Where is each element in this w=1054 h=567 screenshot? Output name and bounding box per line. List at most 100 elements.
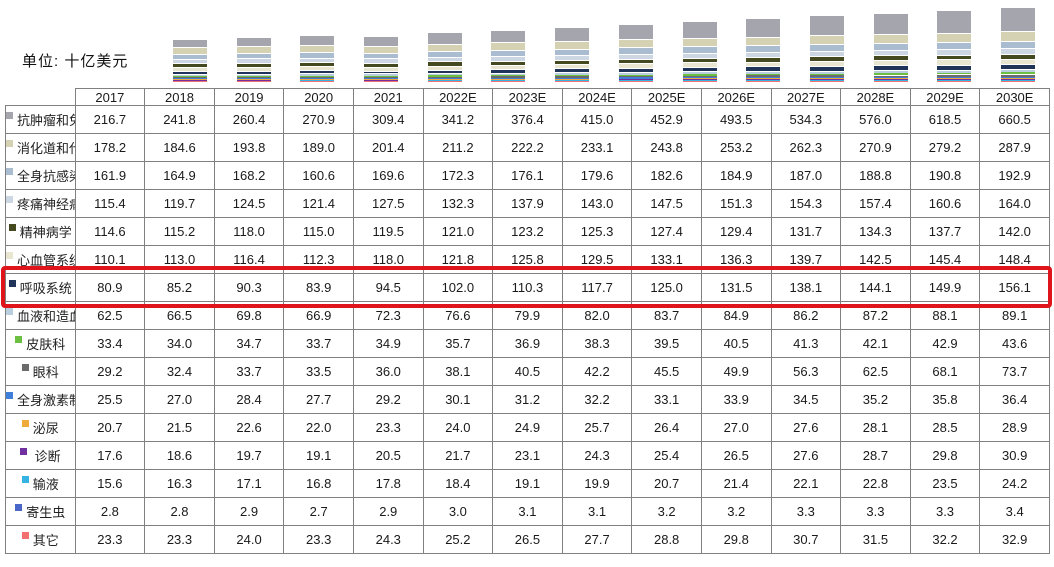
stacked-bar <box>810 16 845 82</box>
value-cell: 83.7 <box>631 301 702 330</box>
bar-segment <box>618 78 653 80</box>
value-cell: 189.0 <box>283 133 354 162</box>
row-label: 寄生虫 <box>26 505 66 520</box>
bar-segment <box>236 52 271 59</box>
bar-segment <box>236 80 271 82</box>
bar-segment <box>364 58 399 63</box>
stacked-bar <box>427 33 462 82</box>
chart-column <box>285 0 349 82</box>
bar-segment <box>1001 80 1036 82</box>
bar-segment <box>491 79 526 81</box>
value-cell: 24.3 <box>352 525 424 554</box>
value-cell: 33.5 <box>283 357 354 386</box>
bar-segment <box>427 79 462 81</box>
bar-segment <box>618 67 653 72</box>
bar-segment <box>491 72 526 76</box>
value-cell: 142.0 <box>979 217 1050 246</box>
category-marker-icon <box>21 532 29 539</box>
value-cell: 20.5 <box>352 441 424 470</box>
value-cell: 23.1 <box>492 441 563 470</box>
value-cell: 2.9 <box>352 497 424 526</box>
bar-segment <box>236 79 271 80</box>
bar-segment <box>300 35 335 45</box>
bar-segment <box>172 79 207 81</box>
value-cell: 32.2 <box>909 525 981 554</box>
value-cell: 211.2 <box>422 133 494 162</box>
table-row: 消化道和代谢178.2184.6193.8189.0201.4211.2222.… <box>5 133 1050 162</box>
bar-segment <box>873 65 908 71</box>
table-row: 呼吸系统 80.9 85.2 90.3 83.9 94.5 102.0 110.3 117.7 1… <box>5 273 1050 302</box>
bar-segment <box>1001 58 1036 64</box>
bar-segment <box>172 67 207 72</box>
bar-segment <box>427 56 462 62</box>
value-cell: 19.7 <box>213 441 285 470</box>
value-cell: 3.2 <box>700 497 772 526</box>
bar-segment <box>746 19 781 37</box>
bar-segment <box>937 72 972 75</box>
bar-segment <box>682 21 717 38</box>
bar-segment <box>810 80 845 81</box>
value-cell: 28.4 <box>213 385 285 414</box>
category-marker-icon <box>19 448 27 455</box>
table-row: 抗肿瘤和免疫调节剂216.7241.8260.4270.9309.4341.23… <box>5 105 1050 134</box>
value-cell: 32.4 <box>144 357 215 386</box>
value-cell: 25.5 <box>74 385 146 414</box>
value-cell: 168.2 <box>213 161 285 190</box>
value-cell: 18.4 <box>422 469 494 498</box>
bar-segment <box>618 71 653 75</box>
bar-segment <box>937 49 972 55</box>
value-cell: 20.7 <box>74 413 146 442</box>
value-cell: 33.4 <box>74 329 146 358</box>
bar-segment <box>1001 48 1036 54</box>
bar-segment <box>427 61 462 66</box>
bar-segment <box>364 81 399 82</box>
bar-segment <box>1001 63 1036 70</box>
value-cell: 160.6 <box>909 189 981 218</box>
stacked-bar-chart <box>158 0 1050 82</box>
value-cell: 176.1 <box>492 161 563 190</box>
value-cell: 43.6 <box>979 329 1050 358</box>
value-cell: 172.3 <box>422 161 494 190</box>
bar-segment <box>364 80 399 82</box>
category-marker-icon <box>6 168 13 175</box>
bar-segment <box>555 54 590 60</box>
bar-segment <box>1001 53 1036 59</box>
value-cell: 139.7 <box>770 245 842 274</box>
row-label-cell: 其它 <box>5 525 76 554</box>
bar-segment <box>236 75 271 78</box>
value-cell: 32.9 <box>979 525 1050 554</box>
bar-segment <box>937 59 972 65</box>
value-cell: 30.9 <box>979 441 1050 470</box>
value-cell: 66.5 <box>144 301 215 330</box>
row-label-cell: 眼科 <box>5 357 76 386</box>
value-cell: 156.1 <box>979 273 1050 302</box>
column-header: 2018 <box>144 88 215 106</box>
value-cell: 222.2 <box>492 133 563 162</box>
value-cell: 190.8 <box>909 161 981 190</box>
bar-segment <box>746 51 781 58</box>
bar-segment <box>300 81 335 82</box>
value-cell: 66.9 <box>283 301 354 330</box>
value-cell: 137.7 <box>909 217 981 246</box>
bar-segment <box>810 35 845 45</box>
row-label-cell: 血液和造血器官 <box>5 301 76 330</box>
bar-segment <box>555 74 590 77</box>
value-cell: 178.2 <box>74 133 146 162</box>
value-cell: 82.0 <box>561 301 633 330</box>
bar-segment <box>810 56 845 61</box>
value-cell: 29.8 <box>700 525 772 554</box>
bar-segment <box>236 58 271 63</box>
row-label: 其它 <box>32 533 59 548</box>
bar-segment <box>300 44 335 52</box>
value-cell: 24.9 <box>492 413 563 442</box>
value-cell: 36.9 <box>492 329 563 358</box>
column-header: 2027E <box>770 88 842 106</box>
value-cell: 23.3 <box>352 413 424 442</box>
bar-segment <box>746 79 781 81</box>
value-cell: 193.8 <box>213 133 285 162</box>
value-cell: 493.5 <box>700 105 772 134</box>
bar-segment <box>873 73 908 75</box>
value-cell: 35.7 <box>422 329 494 358</box>
bar-segment <box>364 70 399 74</box>
category-marker-icon <box>6 112 13 119</box>
